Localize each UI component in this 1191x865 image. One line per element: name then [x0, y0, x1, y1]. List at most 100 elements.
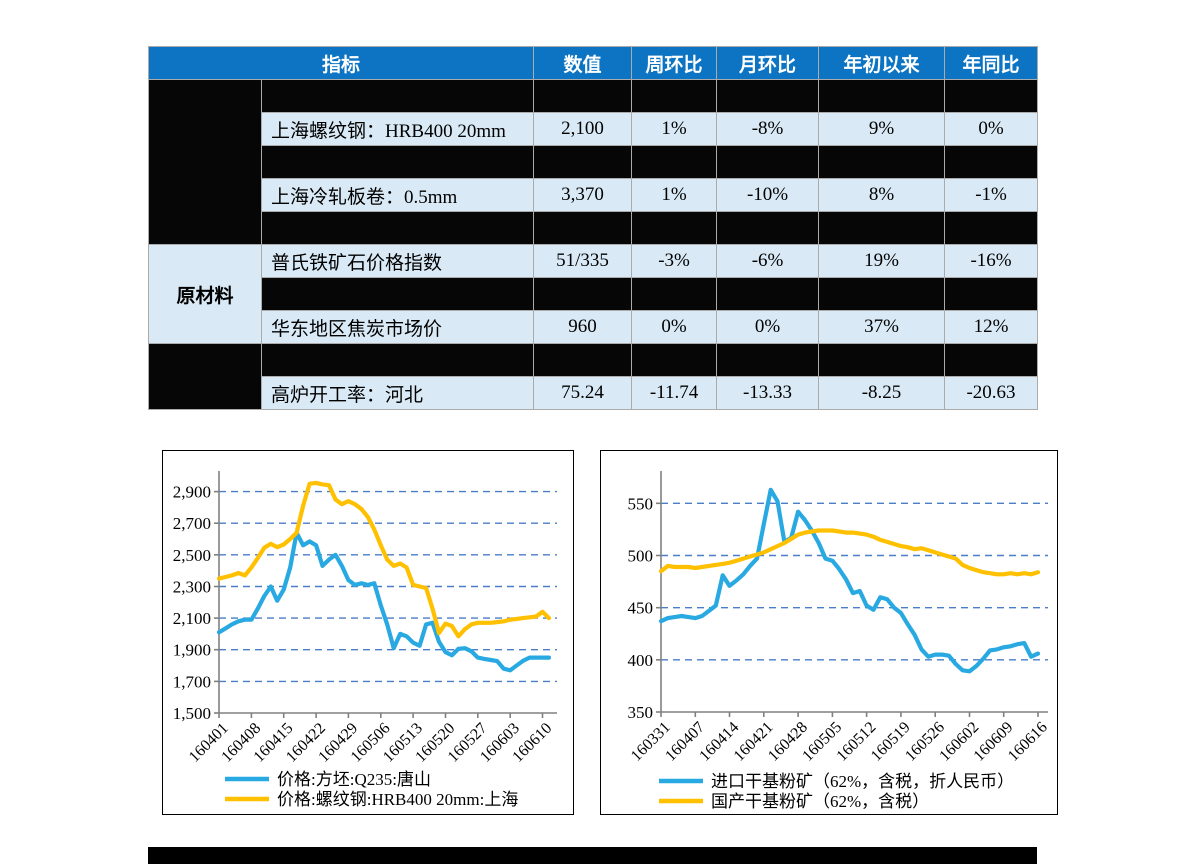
value-cell: 19%	[818, 244, 946, 278]
separator-cell	[818, 145, 946, 179]
separator-cell	[716, 145, 820, 179]
group-cell-raw-materials: 原材料	[148, 244, 262, 344]
legend-label: 进口干基粉矿（62%，含税，折人民币）	[711, 772, 1014, 791]
table-row: 高炉开工率：河北 75.24 -11.74 -13.33 -8.25 -20.63	[149, 376, 1039, 410]
y-axis-label: 2,900	[173, 483, 211, 502]
y-axis-label: 350	[628, 703, 654, 722]
y-axis-label: 2,100	[173, 609, 211, 628]
separator-cell	[631, 277, 718, 311]
y-axis-label: 1,900	[173, 641, 211, 660]
table-row: 上海螺纹钢：HRB400 20mm 2,100 1% -8% 9% 0%	[149, 112, 1039, 146]
value-cell: -8%	[716, 112, 820, 146]
value-cell: -10%	[716, 178, 820, 212]
table-separator-row	[149, 145, 1039, 179]
separator-cell	[260, 145, 535, 179]
x-axis-label: 160616	[1005, 719, 1051, 765]
table-separator-row	[148, 79, 1039, 245]
header-cell: 年同比	[944, 46, 1039, 80]
separator-cell	[631, 145, 718, 179]
separator-cell	[631, 211, 718, 245]
y-axis-label: 2,500	[173, 546, 211, 565]
separator-cell	[533, 145, 633, 179]
table-separator-row	[149, 277, 1039, 311]
separator-cell	[818, 277, 946, 311]
value-cell: 12%	[944, 310, 1039, 344]
legend-label: 国产干基粉矿（62%，含税）	[711, 792, 929, 811]
table-row: 华东地区焦炭市场价 960 0% 0% 37% 12%	[149, 310, 1039, 344]
separator-cell	[533, 343, 633, 377]
value-cell: 75.24	[533, 376, 633, 410]
header-cell: 年初以来	[818, 46, 946, 80]
value-cell: -11.74	[631, 376, 718, 410]
table-separator-row	[148, 343, 1039, 410]
value-cell: 960	[533, 310, 633, 344]
header-cell: 数值	[533, 46, 633, 80]
value-cell: 51/335	[533, 244, 633, 278]
separator-cell	[944, 277, 1039, 311]
y-axis-label: 500	[628, 547, 654, 566]
value-cell: -8.25	[818, 376, 946, 410]
separator-cell	[260, 211, 535, 245]
steel-price-chart-panel: 1,500 1,700 1,900 2,100 2,300 2,500 2,700 2,900…	[162, 450, 574, 815]
indicator-table: 指标 数值 周环比 月环比 年初以来 年同比 上海螺纹钢：HRB400 20mm 2,100…	[147, 46, 1039, 410]
group-cell-blank	[148, 79, 262, 245]
separator-cell	[260, 79, 535, 113]
chart-series-line	[216, 530, 552, 673]
chart-series-line	[658, 487, 1041, 674]
indicator-name-cell: 普氏铁矿石价格指数	[260, 244, 535, 278]
separator-cell	[818, 79, 946, 113]
iron-ore-price-chart-svg: 3504004505005501603311604071604141604211…	[628, 471, 1051, 811]
value-cell: -3%	[631, 244, 718, 278]
value-cell: 8%	[818, 178, 946, 212]
indicator-name-cell: 上海螺纹钢：HRB400 20mm	[260, 112, 535, 146]
separator-cell	[716, 211, 820, 245]
value-cell: -6%	[716, 244, 820, 278]
value-cell: -16%	[944, 244, 1039, 278]
separator-cell	[260, 343, 535, 377]
header-cell: 指标	[147, 46, 535, 80]
separator-cell	[716, 79, 820, 113]
value-cell: 0%	[716, 310, 820, 344]
value-cell: 0%	[631, 310, 718, 344]
separator-cell	[716, 343, 820, 377]
value-cell: -1%	[944, 178, 1039, 212]
table-separator-row	[149, 211, 1039, 245]
separator-cell	[631, 343, 718, 377]
chart-series-line	[658, 528, 1041, 577]
header-cell: 月环比	[716, 46, 820, 80]
y-axis-label: 1,700	[173, 672, 211, 691]
value-cell: 3,370	[533, 178, 633, 212]
separator-cell	[533, 79, 633, 113]
value-cell: 0%	[944, 112, 1039, 146]
indicator-name-cell: 上海冷轧板卷：0.5mm	[260, 178, 535, 212]
y-axis-label: 2,700	[173, 514, 211, 533]
y-axis-label: 400	[628, 651, 654, 670]
value-cell: 37%	[818, 310, 946, 344]
separator-cell	[818, 343, 946, 377]
separator-cell	[944, 343, 1039, 377]
group-cell-blank	[148, 343, 262, 410]
table-header-row: 指标 数值 周环比 月环比 年初以来 年同比	[147, 46, 1039, 80]
indicator-name-cell: 高炉开工率：河北	[260, 376, 535, 410]
separator-cell	[260, 277, 535, 311]
table-row: 上海冷轧板卷：0.5mm 3,370 1% -10% 8% -1%	[149, 178, 1039, 212]
value-cell: 9%	[818, 112, 946, 146]
legend-label: 价格:方坯:Q235:唐山	[277, 769, 431, 789]
iron-ore-price-chart-panel: 350 400 450 500 550 160331 160407 160414 160421 1…	[600, 450, 1058, 815]
indicator-table-wrap: 指标 数值 周环比 月环比 年初以来 年同比 上海螺纹钢：HRB400 20mm 2,100…	[147, 46, 1039, 410]
value-cell: 1%	[631, 112, 718, 146]
separator-cell	[716, 277, 820, 311]
separator-cell	[533, 211, 633, 245]
indicator-name-cell: 华东地区焦炭市场价	[260, 310, 535, 344]
header-cell: 周环比	[631, 46, 718, 80]
separator-cell	[944, 79, 1039, 113]
separator-cell	[944, 145, 1039, 179]
table-row: 原材料 普氏铁矿石价格指数 51/335 -3% -6% 19% -16%	[148, 244, 1039, 344]
y-axis-label: 1,500	[173, 704, 211, 723]
value-cell: 1%	[631, 178, 718, 212]
value-cell: 2,100	[533, 112, 633, 146]
y-axis-label: 2,300	[173, 578, 211, 597]
value-cell: -20.63	[944, 376, 1039, 410]
legend-label: 价格:螺纹钢:HRB400 20mm:上海	[277, 790, 518, 809]
bottom-black-bar	[148, 847, 1037, 864]
